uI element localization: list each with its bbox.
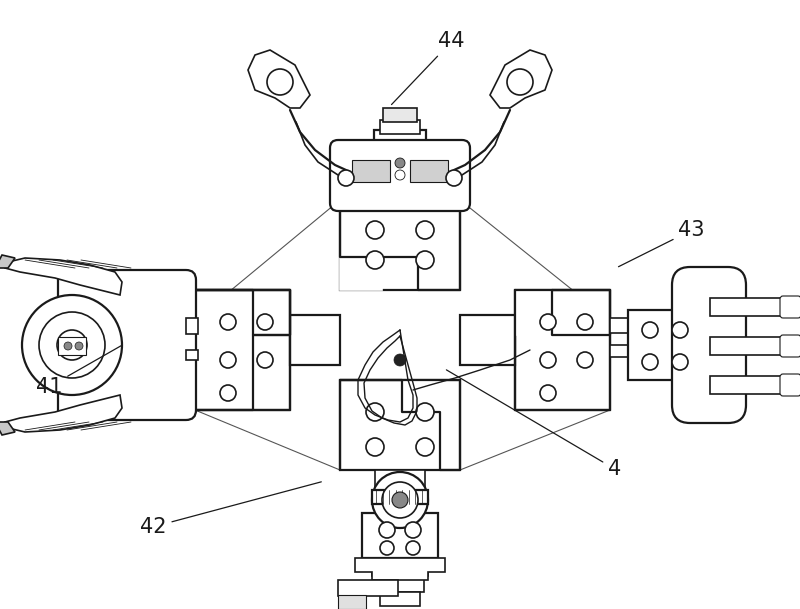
Polygon shape — [0, 422, 15, 435]
FancyBboxPatch shape — [58, 270, 196, 420]
Bar — [375, 470, 425, 495]
Circle shape — [672, 322, 688, 338]
Bar — [338, 580, 398, 596]
Polygon shape — [5, 258, 122, 295]
Bar — [338, 595, 366, 609]
Circle shape — [220, 352, 236, 368]
Circle shape — [446, 170, 462, 186]
Bar — [380, 120, 420, 134]
Circle shape — [257, 352, 273, 368]
Bar — [383, 108, 417, 122]
FancyBboxPatch shape — [780, 335, 800, 357]
Polygon shape — [355, 558, 445, 580]
Circle shape — [366, 438, 384, 456]
Polygon shape — [0, 255, 15, 268]
Circle shape — [577, 314, 593, 330]
Circle shape — [416, 438, 434, 456]
Bar — [290, 315, 340, 365]
Circle shape — [416, 221, 434, 239]
Circle shape — [395, 158, 405, 168]
Polygon shape — [5, 395, 122, 432]
Circle shape — [392, 492, 408, 508]
Circle shape — [380, 541, 394, 555]
Circle shape — [257, 314, 273, 330]
FancyBboxPatch shape — [672, 267, 746, 423]
Bar — [460, 315, 515, 365]
Circle shape — [64, 342, 72, 350]
Circle shape — [416, 403, 434, 421]
Circle shape — [507, 69, 533, 95]
Bar — [376, 576, 424, 592]
Bar — [380, 495, 420, 513]
Circle shape — [405, 522, 421, 538]
Polygon shape — [248, 50, 310, 108]
Circle shape — [366, 221, 384, 239]
Circle shape — [672, 354, 688, 370]
Bar — [340, 200, 460, 290]
Text: 4: 4 — [446, 370, 622, 479]
Circle shape — [540, 314, 556, 330]
Circle shape — [220, 385, 236, 401]
Bar — [195, 290, 290, 410]
Circle shape — [220, 314, 236, 330]
Bar — [372, 558, 428, 576]
Bar — [628, 310, 693, 380]
Circle shape — [577, 352, 593, 368]
Circle shape — [540, 385, 556, 401]
Bar — [710, 298, 785, 316]
Circle shape — [416, 251, 434, 269]
Bar — [374, 130, 426, 168]
Circle shape — [57, 330, 87, 360]
Bar — [186, 350, 198, 360]
Bar — [186, 318, 198, 334]
Circle shape — [642, 322, 658, 338]
Bar — [58, 337, 86, 355]
Bar — [340, 257, 382, 290]
Circle shape — [642, 354, 658, 370]
Circle shape — [379, 522, 395, 538]
Text: 41: 41 — [36, 345, 122, 396]
Bar — [352, 160, 390, 182]
Circle shape — [382, 482, 418, 518]
Circle shape — [366, 251, 384, 269]
Bar — [610, 318, 628, 333]
Bar — [402, 380, 440, 412]
Circle shape — [394, 354, 406, 366]
Bar — [710, 337, 785, 355]
Circle shape — [22, 295, 122, 395]
Circle shape — [372, 472, 428, 528]
Circle shape — [338, 170, 354, 186]
Bar — [380, 592, 420, 606]
Circle shape — [267, 69, 293, 95]
Bar — [515, 290, 552, 335]
Bar — [610, 345, 628, 357]
Bar — [710, 376, 785, 394]
FancyBboxPatch shape — [780, 296, 800, 318]
Circle shape — [366, 403, 384, 421]
Text: 44: 44 — [391, 32, 465, 105]
Circle shape — [540, 352, 556, 368]
FancyBboxPatch shape — [780, 374, 800, 396]
Bar — [253, 290, 290, 335]
Circle shape — [75, 342, 83, 350]
Circle shape — [406, 541, 420, 555]
FancyBboxPatch shape — [330, 140, 470, 211]
Bar — [515, 290, 610, 410]
Text: 42: 42 — [140, 482, 322, 537]
Bar — [362, 513, 438, 558]
Bar — [340, 380, 460, 470]
Text: 43: 43 — [618, 220, 705, 267]
Circle shape — [39, 312, 105, 378]
Circle shape — [395, 170, 405, 180]
Bar — [372, 490, 428, 504]
Polygon shape — [490, 50, 552, 108]
Bar — [410, 160, 448, 182]
